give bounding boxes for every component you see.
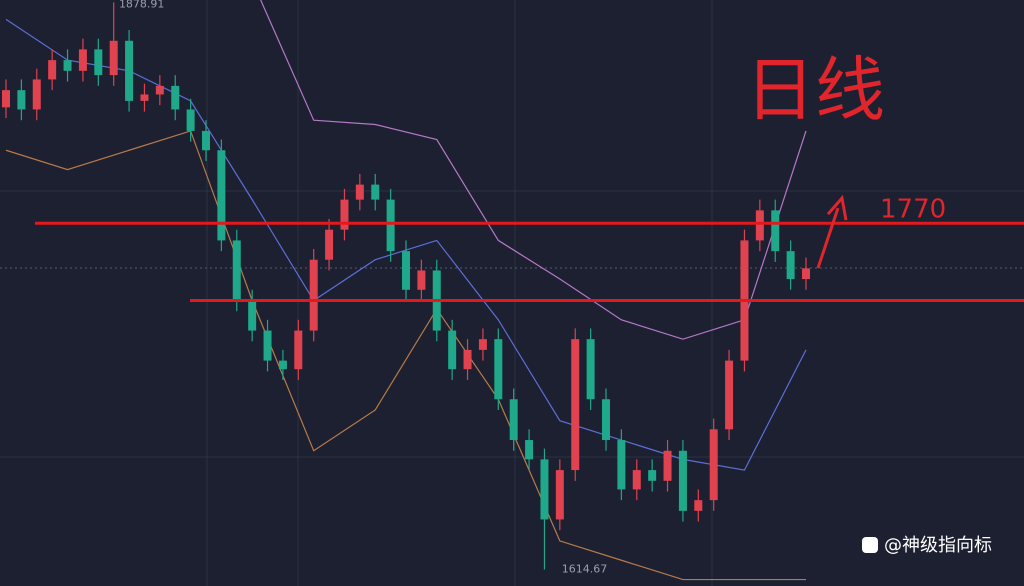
candle-body [125,40,134,101]
candle-body [32,79,41,110]
candle-body [571,339,580,471]
logo [862,537,878,553]
candle-body [155,85,164,95]
candle-body [171,85,180,110]
candle-body [248,300,257,331]
candle-body [48,60,57,80]
candle-body [617,440,626,490]
candle-body [663,450,672,481]
candle-body [602,399,610,441]
candle-body [325,229,334,260]
target-arrow [816,207,840,269]
candle-body [402,251,410,290]
candle-body [540,459,549,520]
candle-body [202,130,210,151]
candle-body [478,339,487,350]
candle-body [771,210,780,252]
target-label: 1770 [880,195,946,225]
candle-body [694,500,703,511]
band-line [260,0,807,340]
candle-body [17,90,26,110]
candle-body [463,349,472,370]
candle-body [78,49,87,71]
candle-body [186,109,195,131]
candle-body [648,470,657,481]
candle-body [802,268,810,280]
watermark: @神级指向标 [884,535,992,556]
candle-body [632,470,641,490]
candle-body [586,339,595,400]
candle-body [109,40,118,76]
candle-body [555,470,564,520]
candle-body [417,270,426,290]
candle-body [678,450,687,511]
band-line [5,130,806,581]
candle-body [2,90,10,108]
candle-body [494,339,503,400]
candle-body [294,330,303,370]
candle-body [786,251,795,280]
arrow-head [826,194,848,221]
candle-body [94,49,103,76]
candle-body [217,150,226,241]
candle-body [355,184,364,200]
candle-body [278,360,287,370]
candle-body [140,94,149,101]
candle-body [509,399,518,441]
candle-body [232,240,241,301]
chart-title: 日线 [745,49,885,131]
candle-body [725,360,734,430]
candle-body [309,259,318,331]
candle-body [448,330,457,370]
candle-body [525,440,534,460]
candle-body [263,330,272,361]
high-label: 1878.91 [119,0,165,10]
candle-body [755,210,764,241]
candle-body [63,60,72,71]
candle-body [709,429,718,501]
low-label: 1614.67 [562,563,608,576]
candle-body [386,199,395,252]
candle-body [371,184,380,200]
candle-body [340,199,349,230]
